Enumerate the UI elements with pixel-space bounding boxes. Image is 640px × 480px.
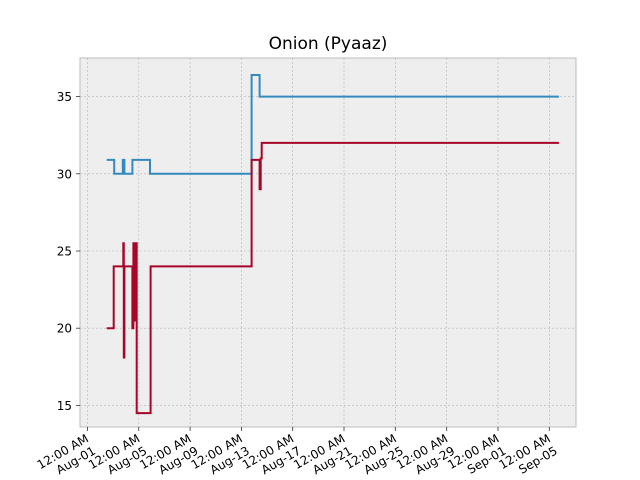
x-tick-label: 12:00 AMAug-25 <box>342 431 405 480</box>
x-tick-label: 12:00 AMAug-29 <box>394 431 457 480</box>
x-tick-label: 12:00 AMAug-09 <box>137 431 200 480</box>
chart-title: Onion (Pyaaz) <box>269 34 388 54</box>
y-tick-label: 15 <box>57 399 72 413</box>
series-line <box>106 74 559 175</box>
series-group <box>106 74 559 415</box>
x-tick-label: 12:00 AMAug-13 <box>189 431 252 480</box>
y-tick-label: 30 <box>57 167 72 181</box>
x-tick-label: 12:00 AMAug-01 <box>35 431 98 480</box>
y-tick-label: 25 <box>57 245 72 259</box>
plot-area <box>79 57 577 428</box>
x-tick-label: 12:00 AMSep-05 <box>496 431 559 480</box>
x-tick-label: 12:00 AMAug-05 <box>86 431 149 480</box>
y-tick-label: 20 <box>57 322 72 336</box>
x-tick-label: 12:00 AMAug-21 <box>291 431 354 480</box>
y-tick-label: 35 <box>57 90 72 104</box>
series-line <box>106 141 559 415</box>
x-tick-label: 12:00 AMAug-17 <box>240 431 303 480</box>
x-tick-label: 12:00 AMSep-01 <box>445 431 508 480</box>
